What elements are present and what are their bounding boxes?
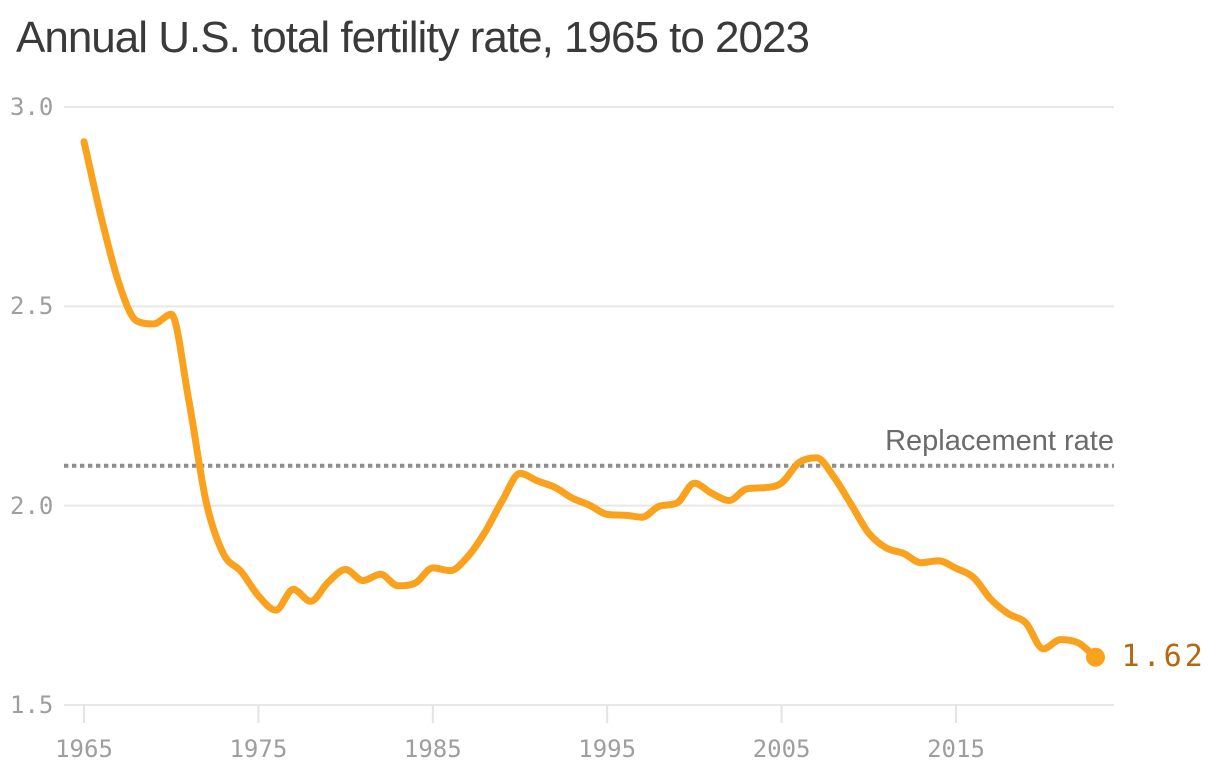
series-end-dot	[1086, 647, 1105, 667]
x-tick-label: 1965	[55, 735, 113, 763]
x-tick-label: 1985	[403, 735, 462, 763]
x-tick-label: 1975	[229, 735, 288, 763]
y-tick-label: 2.0	[10, 491, 54, 520]
y-tick-label: 3.0	[10, 93, 54, 121]
x-tick-label: 1995	[578, 735, 637, 763]
chart-title: Annual U.S. total fertility rate, 1965 t…	[16, 13, 810, 62]
y-tick-label: 2.5	[10, 292, 54, 321]
x-tick-label: 2005	[752, 735, 811, 763]
fertility-rate-series-line	[80, 138, 1099, 661]
x-tick-label: 2015	[927, 735, 985, 763]
y-tick-label: 1.5	[10, 691, 54, 719]
replacement-rate-label: Replacement rate	[885, 424, 1114, 457]
latest-value-label: 1.62	[1121, 639, 1206, 675]
